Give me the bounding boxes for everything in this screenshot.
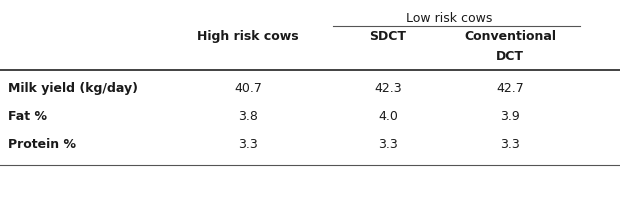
- Text: DCT: DCT: [496, 50, 524, 63]
- Text: Conventional: Conventional: [464, 30, 556, 43]
- Text: 3.3: 3.3: [238, 138, 258, 151]
- Text: Fat %: Fat %: [8, 110, 47, 123]
- Text: Low risk cows: Low risk cows: [406, 12, 492, 25]
- Text: 42.7: 42.7: [496, 82, 524, 95]
- Text: 3.3: 3.3: [378, 138, 398, 151]
- Text: 42.3: 42.3: [374, 82, 402, 95]
- Text: 3.8: 3.8: [238, 110, 258, 123]
- Text: 3.3: 3.3: [500, 138, 520, 151]
- Text: 4.0: 4.0: [378, 110, 398, 123]
- Text: Milk yield (kg/day): Milk yield (kg/day): [8, 82, 138, 95]
- Text: SDCT: SDCT: [370, 30, 407, 43]
- Text: High risk cows: High risk cows: [197, 30, 299, 43]
- Text: 40.7: 40.7: [234, 82, 262, 95]
- Text: Protein %: Protein %: [8, 138, 76, 151]
- Text: 3.9: 3.9: [500, 110, 520, 123]
